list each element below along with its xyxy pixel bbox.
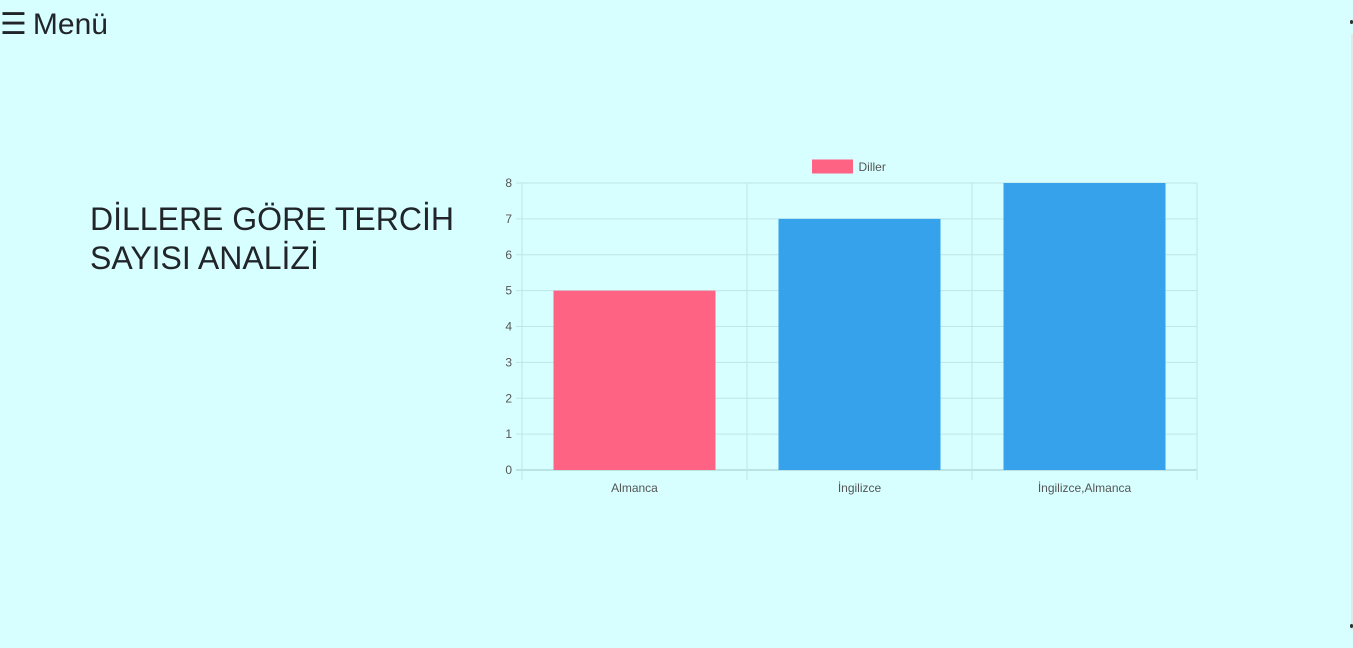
y-tick-label: 4 [505,320,512,334]
x-tick-label: Almanca [611,481,658,495]
legend-swatch [812,159,853,174]
y-tick-label: 7 [505,212,512,226]
x-tick-label: İngilizce,Almanca [1038,481,1132,495]
x-tick-label: İngilizce [838,481,882,495]
bar-chart: 0 1 2 3 4 5 6 7 8 Almanca İngilizce İngilizce,Alman… [505,159,1198,495]
y-tick-label: 1 [505,427,512,441]
legend-label: Diller [859,160,886,174]
scroll-up-arrow-icon[interactable] [1350,20,1353,24]
y-tick-label: 6 [505,248,512,262]
y-tick-label: 0 [505,463,512,477]
y-tick-label: 3 [505,355,512,369]
scrollbar-track[interactable] [1351,34,1353,630]
hamburger-icon: ☰ [0,8,27,41]
menu-label: Menü [32,8,108,41]
bar [553,290,716,470]
y-tick-label: 8 [505,176,512,190]
bar [1003,183,1166,470]
y-tick-label: 2 [505,391,512,405]
scroll-down-arrow-icon[interactable] [1350,624,1353,628]
bar [778,218,941,470]
menu-toggle[interactable]: ☰ Menü [0,6,108,44]
y-tick-label: 5 [505,284,512,298]
page-title: DİLLERE GÖRE TERCİH SAYISI ANALİZİ [90,201,454,276]
